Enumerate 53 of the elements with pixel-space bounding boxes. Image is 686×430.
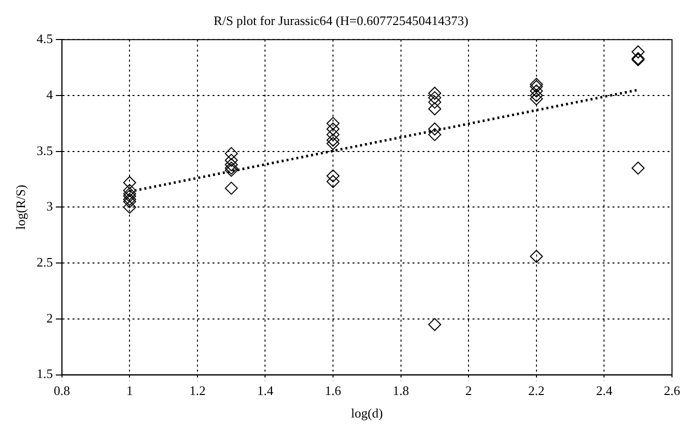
point bbox=[326, 175, 340, 188]
point bbox=[224, 147, 238, 160]
x-tick-label: 1.8 bbox=[392, 383, 409, 398]
point bbox=[530, 92, 543, 106]
y-tick-label: 2.5 bbox=[36, 254, 53, 270]
point bbox=[530, 84, 543, 98]
point bbox=[428, 86, 442, 100]
point bbox=[326, 128, 340, 142]
x-tick-label: 2.4 bbox=[596, 383, 613, 398]
point bbox=[326, 169, 340, 182]
point bbox=[530, 80, 543, 94]
point bbox=[530, 88, 543, 102]
x-tick-label: 1.2 bbox=[189, 383, 206, 398]
point bbox=[123, 176, 136, 190]
x-tick-label: 2.2 bbox=[528, 383, 545, 398]
y-tick-label: 1.5 bbox=[36, 366, 53, 382]
point bbox=[224, 154, 238, 167]
y-axis-title: log(R/S) bbox=[13, 184, 28, 230]
point bbox=[428, 96, 442, 109]
point bbox=[326, 137, 340, 150]
x-tick-label: 0.8 bbox=[54, 383, 70, 398]
point bbox=[326, 116, 340, 130]
x-tick-label: 1 bbox=[126, 383, 133, 398]
y-tick-label: 4.5 bbox=[36, 31, 53, 46]
point bbox=[428, 128, 442, 142]
x-tick-label: 2 bbox=[465, 383, 472, 398]
y-tick-label: 3 bbox=[46, 198, 53, 214]
point bbox=[428, 318, 442, 332]
point bbox=[123, 195, 136, 208]
x-axis-title: log(d) bbox=[351, 406, 383, 421]
point bbox=[326, 134, 340, 147]
point bbox=[123, 192, 136, 206]
point bbox=[428, 91, 442, 104]
point bbox=[530, 78, 543, 91]
point bbox=[632, 162, 645, 175]
point bbox=[123, 190, 136, 203]
y-tick-label: 4 bbox=[46, 86, 54, 102]
y-tick-label: 3.5 bbox=[36, 142, 53, 158]
x-tick-label: 1.4 bbox=[257, 383, 274, 398]
point bbox=[224, 158, 238, 172]
point bbox=[530, 250, 543, 263]
point bbox=[632, 45, 645, 58]
point bbox=[326, 122, 340, 136]
chart-title: R/S plot for Jurassic64 (H=0.607725450414373) bbox=[214, 13, 468, 28]
point bbox=[123, 187, 136, 200]
point bbox=[224, 182, 238, 195]
point bbox=[428, 102, 442, 116]
y-tick-label: 2 bbox=[46, 310, 53, 326]
x-tick-label: 1.6 bbox=[324, 383, 342, 398]
point bbox=[428, 122, 442, 136]
point bbox=[123, 184, 136, 197]
x-tick-label: 2.6 bbox=[664, 383, 681, 398]
point bbox=[123, 200, 136, 214]
